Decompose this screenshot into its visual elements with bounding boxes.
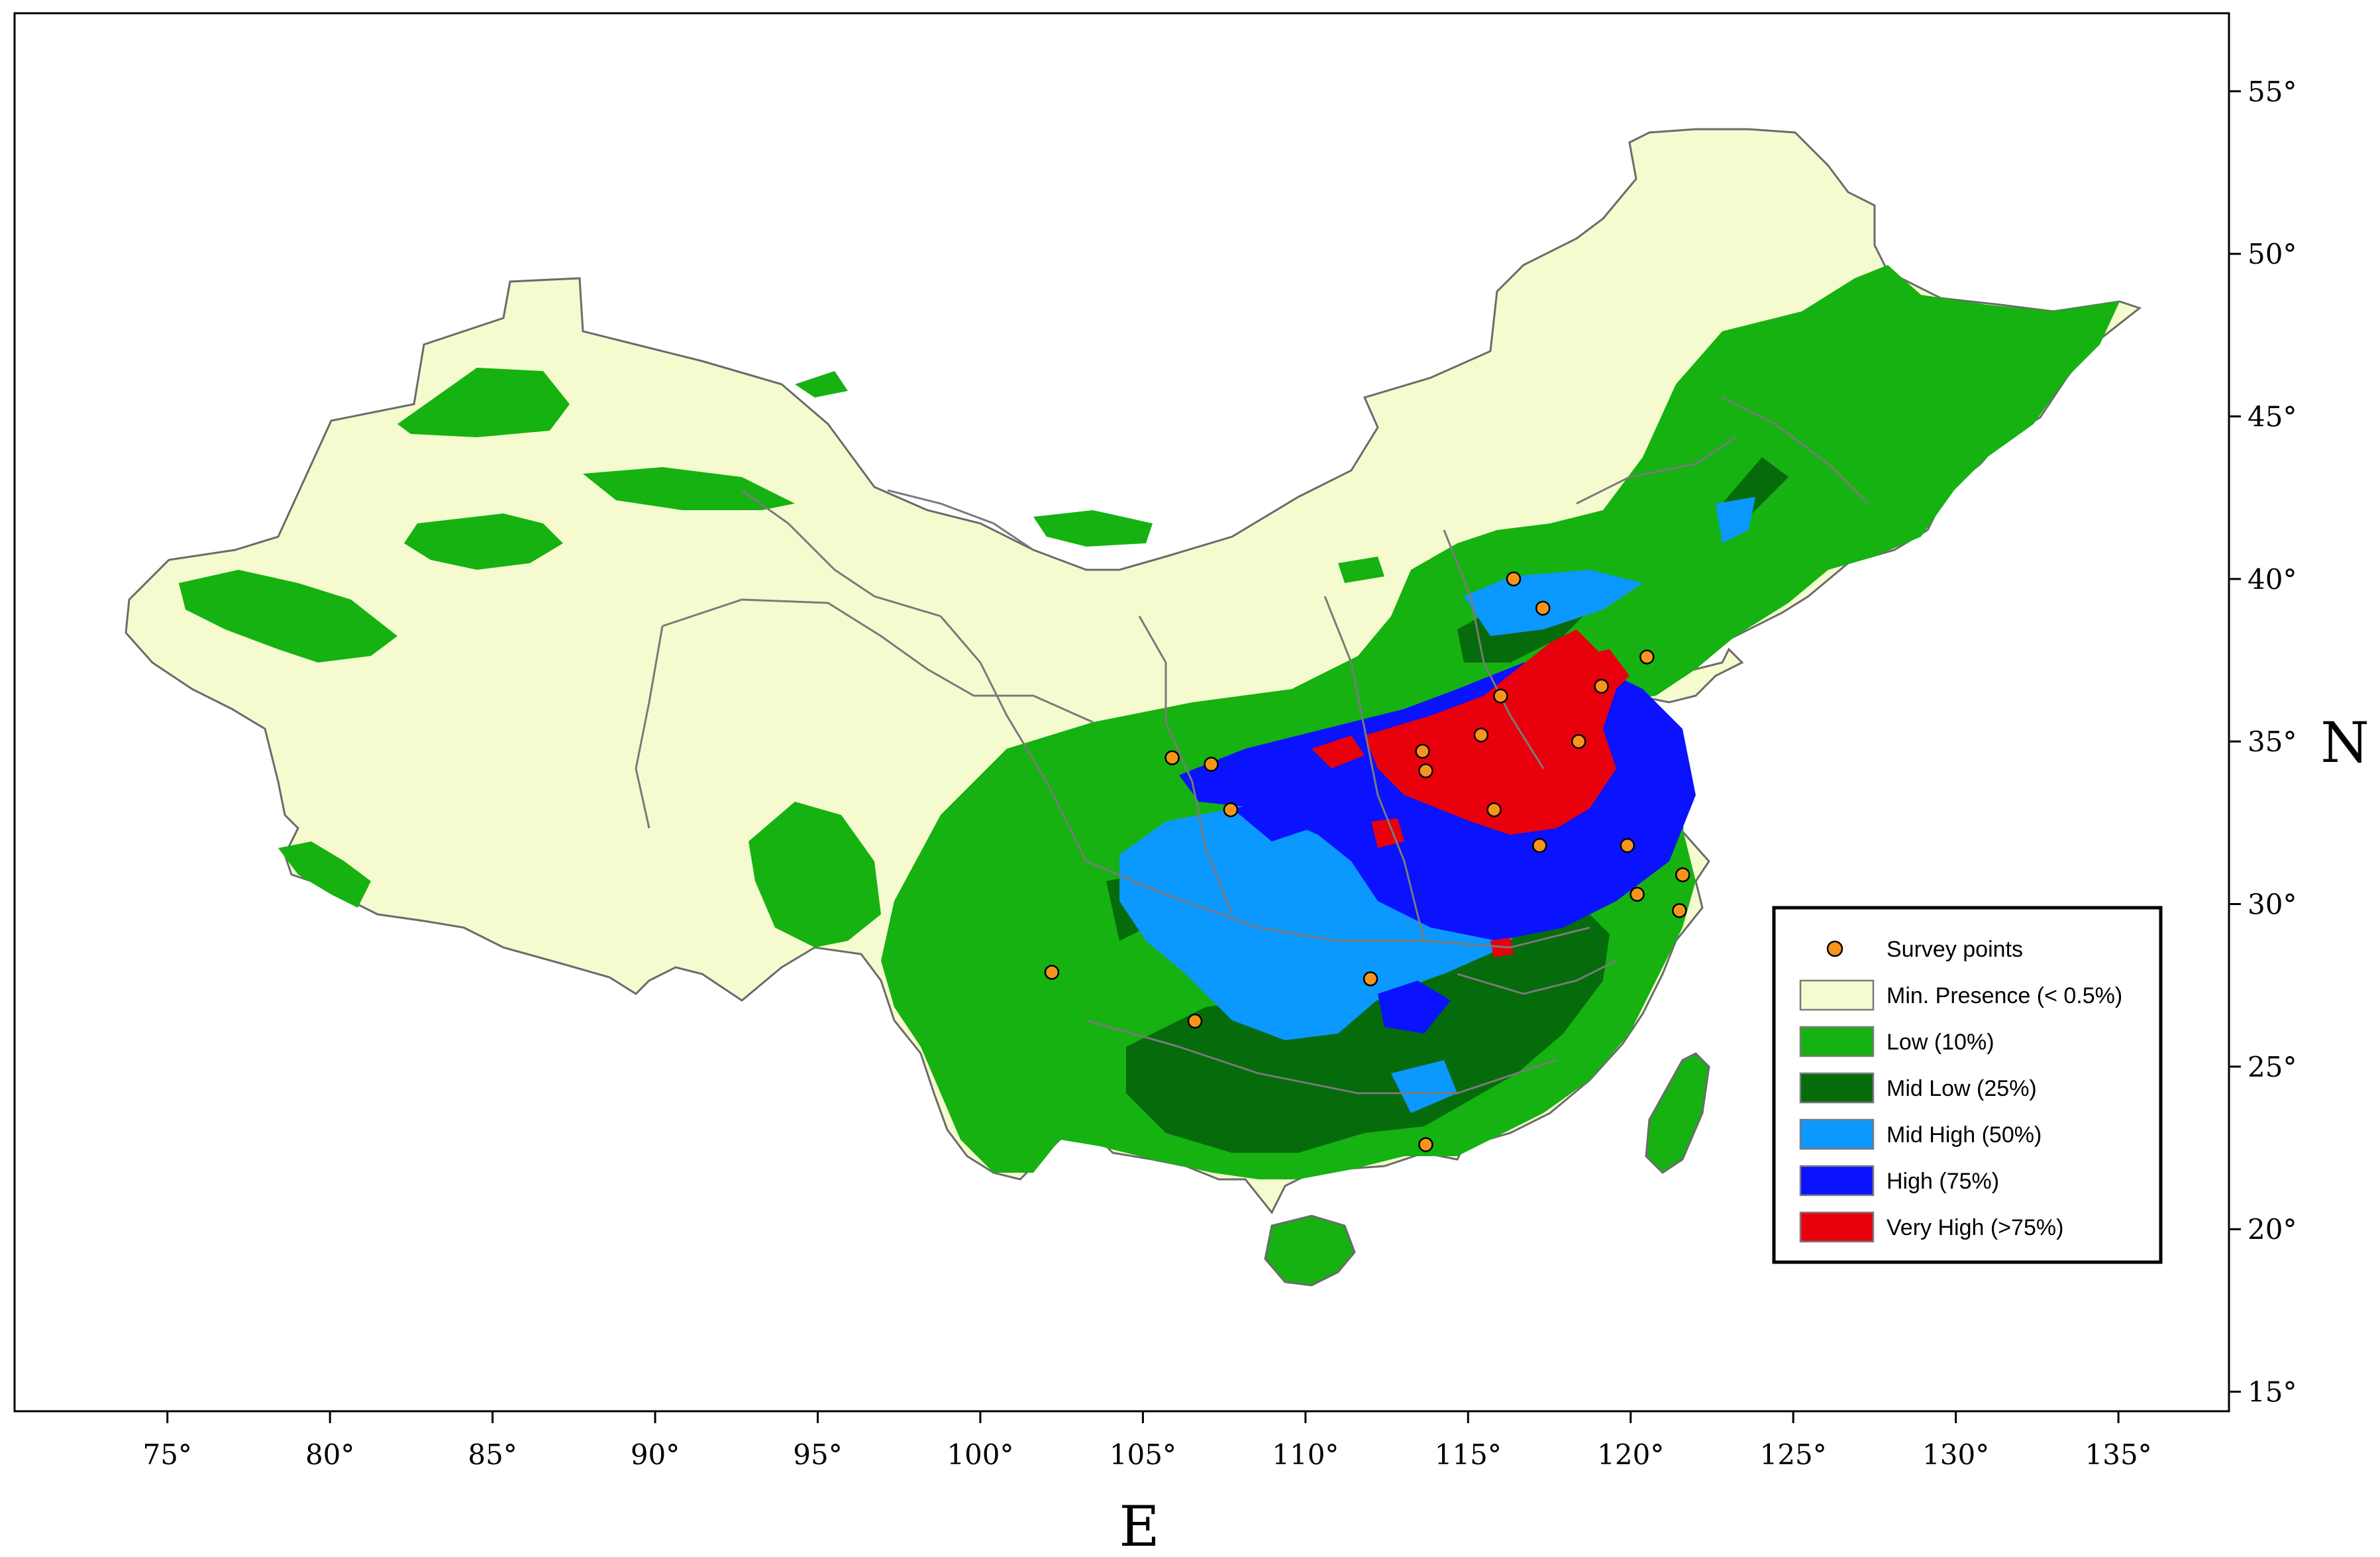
legend: Survey points Min. Presence (< 0.5%) Low (… xyxy=(1772,906,2163,1264)
legend-swatch xyxy=(1799,979,1875,1011)
survey-point xyxy=(1535,600,1551,616)
survey-points-layer xyxy=(1044,571,1690,1152)
lon-tick-label: 105° xyxy=(1110,1438,1176,1471)
survey-point xyxy=(1187,1013,1203,1029)
legend-label: Very High (>75%) xyxy=(1887,1215,2063,1240)
lat-tick-label: 40° xyxy=(2248,563,2297,596)
lon-tick-label: 125° xyxy=(1760,1438,1827,1471)
legend-label: Low (10%) xyxy=(1887,1030,1994,1055)
legend-label: Mid Low (25%) xyxy=(1887,1076,2037,1101)
lon-tick-label: 130° xyxy=(1922,1438,1989,1471)
survey-point xyxy=(1164,750,1180,765)
survey-point xyxy=(1639,649,1655,665)
survey-point xyxy=(1506,571,1522,587)
map-body xyxy=(125,128,2142,1287)
axis-layer: 75° 80° 85° 90° 95° 100° 105° 110° 115° 120° 125° 1… xyxy=(142,76,2297,1471)
lon-tick-label: 100° xyxy=(947,1438,1013,1471)
lat-tick-label: 20° xyxy=(2248,1213,2297,1246)
survey-point xyxy=(1532,837,1547,853)
lon-tick-label: 135° xyxy=(2085,1438,2152,1471)
survey-point xyxy=(1223,802,1239,818)
lon-tick-label: 120° xyxy=(1597,1438,1664,1471)
x-axis-title: E xyxy=(1119,1494,1159,1557)
survey-point xyxy=(1204,757,1219,772)
survey-point xyxy=(1415,743,1430,759)
lon-tick-label: 95° xyxy=(793,1438,842,1471)
lat-tick-label: 25° xyxy=(2248,1051,2297,1083)
survey-point xyxy=(1493,688,1508,704)
legend-label: Survey points xyxy=(1887,937,2023,962)
survey-point xyxy=(1418,763,1433,778)
lat-tick-label: 45° xyxy=(2248,400,2297,433)
survey-point xyxy=(1672,903,1687,918)
lat-tick-label: 55° xyxy=(2248,76,2297,108)
survey-point xyxy=(1044,965,1060,980)
y-axis-title: N xyxy=(2320,710,2369,775)
lat-tick-label: 35° xyxy=(2248,725,2297,758)
survey-point xyxy=(1363,971,1378,987)
legend-label: High (75%) xyxy=(1887,1169,1999,1194)
survey-point xyxy=(1486,802,1502,818)
legend-swatch xyxy=(1799,1165,1875,1197)
survey-point xyxy=(1594,678,1609,694)
survey-point xyxy=(1473,727,1489,743)
taiwan-island xyxy=(1645,1052,1710,1174)
lon-tick-label: 75° xyxy=(142,1438,191,1471)
legend-swatch xyxy=(1799,1026,1875,1057)
hainan-island xyxy=(1264,1214,1356,1287)
legend-point-symbol xyxy=(1826,940,1843,957)
survey-point xyxy=(1418,1137,1433,1152)
legend-swatch xyxy=(1799,1118,1875,1150)
lat-tick-label: 50° xyxy=(2248,238,2297,270)
lat-tick-label: 15° xyxy=(2248,1376,2297,1409)
lon-tick-label: 85° xyxy=(468,1438,517,1471)
lat-tick-label: 30° xyxy=(2248,888,2297,921)
lon-tick-label: 110° xyxy=(1272,1438,1339,1471)
legend-swatch xyxy=(1799,1211,1875,1243)
survey-point xyxy=(1620,837,1635,853)
legend-label: Mid High (50%) xyxy=(1887,1122,2042,1148)
legend-label: Min. Presence (< 0.5%) xyxy=(1887,983,2122,1008)
lon-tick-label: 90° xyxy=(631,1438,680,1471)
province-boundaries xyxy=(635,396,1869,1095)
lon-tick-label: 80° xyxy=(305,1438,354,1471)
survey-point xyxy=(1630,886,1645,902)
survey-point xyxy=(1571,733,1586,749)
survey-point xyxy=(1675,867,1690,883)
lon-tick-label: 115° xyxy=(1435,1438,1502,1471)
legend-swatch xyxy=(1799,1072,1875,1104)
